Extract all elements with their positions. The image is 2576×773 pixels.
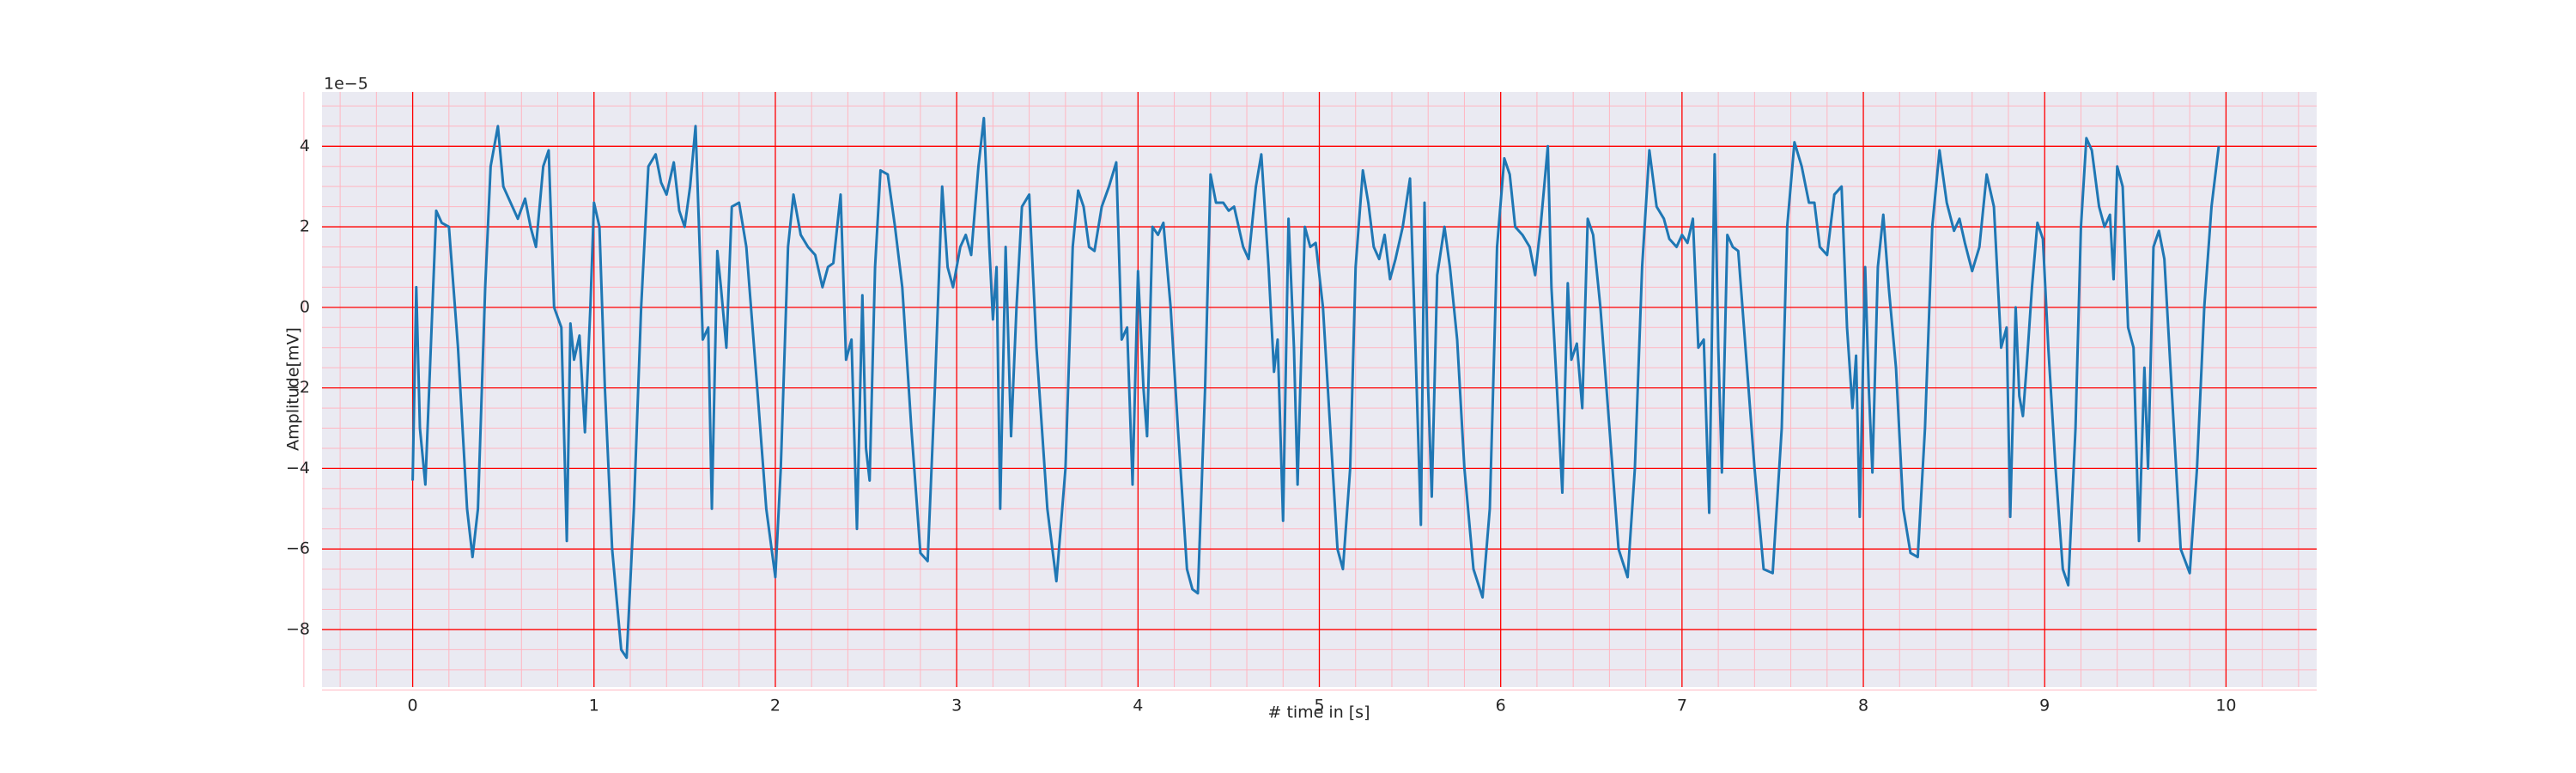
signal-line: [411, 116, 2221, 660]
y-tick-label: −2: [286, 378, 310, 397]
y-tick-label: 4: [300, 137, 310, 155]
y-tick-label: −4: [286, 459, 310, 478]
x-tick-label: 5: [1314, 697, 1324, 715]
x-tick-label: 7: [1677, 697, 1687, 715]
y-tick-label: 0: [300, 297, 310, 316]
x-tick-label: 1: [589, 697, 599, 715]
x-tick-label: 0: [408, 697, 418, 715]
x-tick-label: 4: [1133, 697, 1143, 715]
x-tick-label: 6: [1496, 697, 1506, 715]
x-tick-label: 9: [2039, 697, 2050, 715]
y-axis-label: Amplitude[mV]: [284, 327, 303, 451]
x-axis-label: # time in [s]: [1267, 703, 1370, 722]
x-tick-label: 8: [1858, 697, 1868, 715]
x-tick-label: 10: [2215, 697, 2236, 715]
y-tick-label: 2: [300, 217, 310, 236]
y-tick-label: −8: [286, 619, 310, 638]
y-tick-label: −6: [286, 539, 310, 558]
x-tick-label: 2: [770, 697, 781, 715]
x-tick-label: 3: [951, 697, 962, 715]
y-offset-label: 1e−5: [324, 75, 368, 94]
